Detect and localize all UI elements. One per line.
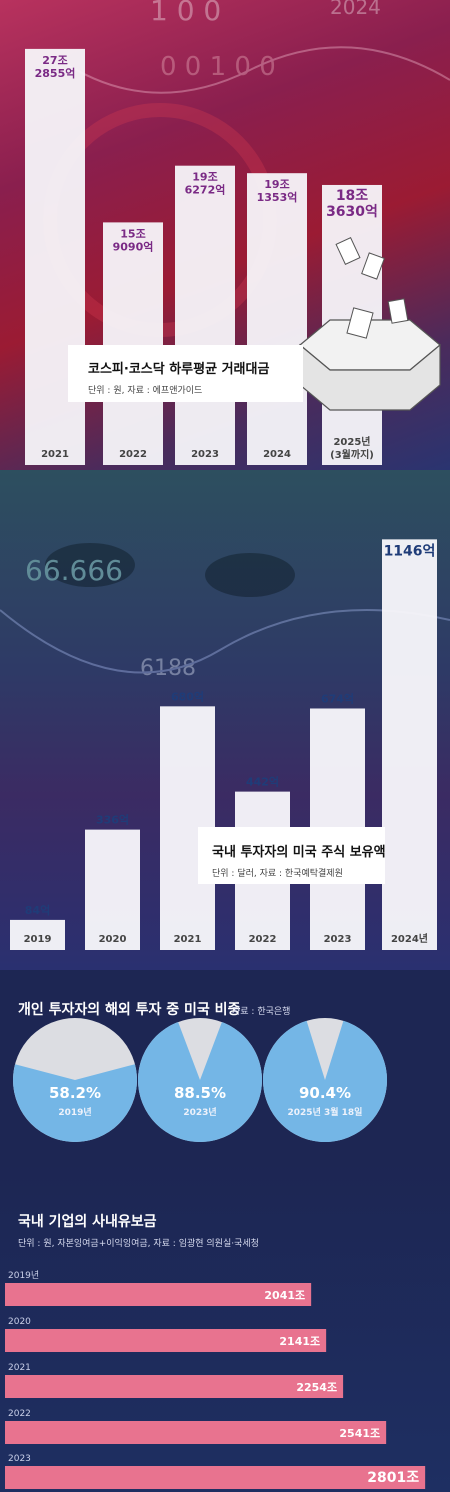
trading-value-chart: 1 0 0 0 0 1 0 0 2024 27조 2855억 2021 15조 9090…	[25, 0, 450, 466]
decor-ticker-2: 0 0 1 0 0	[160, 52, 276, 82]
bar	[103, 222, 163, 465]
legend-box-bg	[198, 827, 385, 884]
x-tick-label: 2022	[119, 449, 147, 460]
chart-note: 단위 : 원, 자본잉여금+이익잉여금, 자료 : 임광현 의원실·국세청	[18, 1237, 259, 1249]
bar-value-label: 84억	[25, 904, 50, 917]
bar-value-label: 2801조	[367, 1470, 419, 1486]
decor-number: 6188	[140, 656, 196, 681]
bar	[5, 1283, 312, 1306]
x-tick-label: 2021	[41, 449, 69, 460]
pie-value-label: 58.2%	[49, 1084, 101, 1102]
bar	[175, 165, 235, 466]
bar-value-label: 2254조	[296, 1381, 337, 1394]
ballot-paper	[387, 298, 409, 324]
y-tick-label: 2019년	[8, 1270, 39, 1281]
y-tick-label: 2021	[8, 1363, 31, 1373]
chart-title: 국내 기업의 사내유보금	[18, 1213, 157, 1230]
decor-ticker-1: 1 0 0	[150, 0, 221, 27]
x-tick-label: 2024년	[391, 932, 428, 945]
bar-value-label: 674억	[321, 692, 354, 705]
legend-box: 국내 투자자의 미국 주식 보유액 단위 : 달러, 자료 : 한국예탁결제원	[198, 827, 386, 884]
us-stock-holdings-chart: 66.666 6188 84억 2019 336억 2020 680억 2021 442억 2…	[0, 539, 450, 950]
retained-earnings-panel: 국내 기업의 사내유보금 단위 : 원, 자본잉여금+이익잉여금, 자료 : 임…	[0, 1160, 450, 1492]
bar	[382, 539, 437, 950]
pie-category-label: 2019년	[58, 1106, 91, 1118]
x-tick-label: 2021	[174, 934, 202, 945]
chart-title: 개인 투자자의 해외 투자 중 미국 비중	[18, 1001, 241, 1018]
pie-value-label: 88.5%	[174, 1084, 226, 1102]
x-tick-label: 2024	[263, 449, 291, 460]
bar	[25, 48, 85, 466]
us-share-panel: 개인 투자자의 해외 투자 중 미국 비중 자료 : 한국은행 58.2% 201…	[0, 970, 450, 1160]
y-tick-label: 2023	[8, 1454, 31, 1464]
decor-curve	[59, 46, 450, 94]
chart-title: 코스피·코스닥 하루평균 거래대금	[88, 361, 269, 377]
y-tick-label: 2022	[8, 1409, 31, 1419]
bar	[5, 1329, 327, 1352]
pie-category-label: 2023년	[183, 1106, 216, 1118]
ballot-paper	[346, 307, 374, 339]
ballot-paper	[361, 252, 385, 280]
x-tick-label: 2020	[99, 934, 127, 945]
chart-note: 자료 : 한국은행	[232, 1005, 290, 1017]
chart-title: 국내 투자자의 미국 주식 보유액	[212, 844, 386, 860]
bar	[5, 1466, 426, 1489]
bar	[10, 919, 65, 950]
decor-eye	[45, 543, 135, 587]
us-stock-holdings-panel: 66.666 6188 84억 2019 336억 2020 680억 2021 442억 2…	[0, 470, 450, 970]
bar-value-label: 336억	[96, 814, 129, 827]
chart-note: 단위 : 원, 자료 : 에프앤가이드	[88, 385, 202, 396]
bar-value-label: 18조 3630억	[326, 188, 378, 220]
x-tick-label: 2022	[249, 934, 277, 945]
ballot-box-body	[299, 343, 441, 411]
bar-value-label: 27조 2855억	[35, 54, 76, 80]
legend-box-bg	[68, 345, 303, 402]
pie-category-label: 2025년 3월 18일	[288, 1106, 363, 1118]
x-tick-label: 2023	[191, 449, 219, 460]
ballot-paper	[335, 236, 361, 266]
bar	[85, 829, 140, 950]
bar-value-label: 680억	[171, 690, 204, 703]
chart-note: 단위 : 달러, 자료 : 한국예탁결제원	[212, 867, 343, 879]
pie-slice	[137, 1022, 262, 1142]
bar-value-label: 442억	[246, 776, 279, 789]
bar-value-label: 15조 9090억	[113, 227, 154, 253]
retained-earnings-chart: 국내 기업의 사내유보금 단위 : 원, 자본잉여금+이익잉여금, 자료 : 임…	[5, 1213, 426, 1489]
y-tick-label: 2020	[8, 1317, 31, 1327]
decor-eye	[205, 553, 295, 597]
bar-value-label: 1146억	[384, 543, 436, 559]
bar-value-label: 2141조	[279, 1335, 320, 1348]
bar	[5, 1421, 387, 1444]
bar-value-label: 2541조	[339, 1427, 380, 1440]
us-share-pie-charts: 개인 투자자의 해외 투자 중 미국 비중 자료 : 한국은행 58.2% 201…	[12, 1001, 387, 1142]
bar-value-label: 19조 1353억	[257, 178, 298, 204]
x-tick-label: 2019	[24, 934, 52, 945]
bar-value-label: 2041조	[264, 1289, 305, 1302]
x-tick-label: 2023	[324, 934, 352, 945]
pie-slice	[12, 1064, 137, 1142]
bar	[5, 1375, 344, 1398]
x-tick-label: 2025년 (3월까지)	[330, 435, 374, 461]
bar-value-label: 19조 6272억	[185, 171, 226, 197]
decor-ticker-3: 2024	[330, 0, 381, 19]
decor-curve	[0, 609, 450, 674]
trading-value-panel: 1 0 0 0 0 1 0 0 2024 27조 2855억 2021 15조 9090…	[0, 0, 450, 470]
legend-box: 코스피·코스닥 하루평균 거래대금 단위 : 원, 자료 : 에프앤가이드	[68, 345, 303, 402]
decor-number: 66.666	[25, 554, 123, 587]
ballot-box-illustration	[299, 236, 441, 411]
background-decor: 66.666 6188	[0, 543, 450, 681]
pie-slice	[263, 1020, 387, 1142]
pie-value-label: 90.4%	[299, 1084, 351, 1102]
bar	[247, 173, 307, 465]
